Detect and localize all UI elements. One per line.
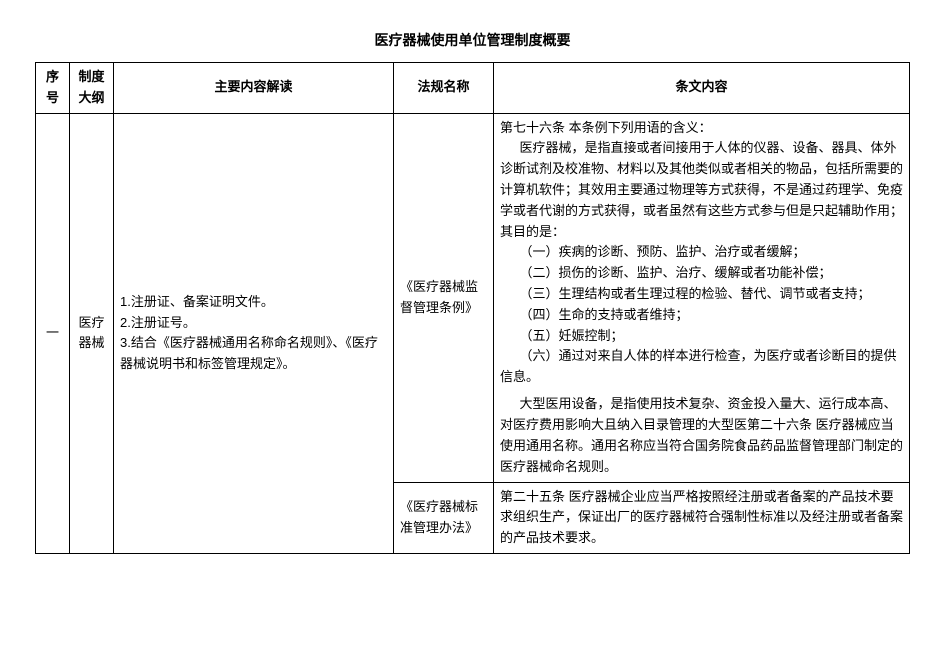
- header-main: 主要内容解读: [114, 63, 394, 114]
- cell-idx: 一: [36, 113, 70, 553]
- header-row: 序号 制度大纲 主要内容解读 法规名称 条文内容: [36, 63, 910, 114]
- header-law: 法规名称: [394, 63, 494, 114]
- clause-a-p3: 大型医用设备，是指使用技术复杂、资金投入量大、运行成本高、对医疗费用影响大且纳入…: [500, 394, 903, 477]
- cell-clause-a: 第七十六条 本条例下列用语的含义： 医疗器械，是指直接或者间接用于人体的仪器、设…: [494, 113, 910, 482]
- clause-a-i3: （三）生理结构或者生理过程的检验、替代、调节或者支持；: [500, 284, 903, 305]
- header-clause: 条文内容: [494, 63, 910, 114]
- main-line-2: 2.注册证号。: [120, 315, 196, 330]
- clause-a-i2: （二）损伤的诊断、监护、治疗、缓解或者功能补偿；: [500, 263, 903, 284]
- cell-main: 1.注册证、备案证明文件。 2.注册证号。 3.结合《医疗器械通用名称命名规则》…: [114, 113, 394, 553]
- cell-law-b: 《医疗器械标准管理办法》: [394, 482, 494, 553]
- page-title: 医疗器械使用单位管理制度概要: [35, 30, 910, 50]
- header-idx: 序号: [36, 63, 70, 114]
- clause-a-i4: （四）生命的支持或者维持；: [500, 305, 903, 326]
- clause-a-i5: （五）妊娠控制；: [500, 326, 903, 347]
- main-line-1: 1.注册证、备案证明文件。: [120, 294, 274, 309]
- clause-a-p1: 第七十六条 本条例下列用语的含义：: [500, 120, 712, 135]
- main-table: 序号 制度大纲 主要内容解读 法规名称 条文内容 一 医疗器械 1.注册证、备案…: [35, 62, 910, 554]
- clause-a-i6: （六）通过对来自人体的样本进行检查，为医疗或者诊断目的提供信息。: [500, 346, 903, 388]
- clause-a-p2: 医疗器械，是指直接或者间接用于人体的仪器、设备、器具、体外诊断试剂及校准物、材料…: [500, 138, 903, 242]
- cell-cat: 医疗器械: [70, 113, 114, 553]
- cell-law-a: 《医疗器械监督管理条例》: [394, 113, 494, 482]
- header-cat: 制度大纲: [70, 63, 114, 114]
- table-row: 一 医疗器械 1.注册证、备案证明文件。 2.注册证号。 3.结合《医疗器械通用…: [36, 113, 910, 482]
- clause-a-i1: （一）疾病的诊断、预防、监护、治疗或者缓解；: [500, 242, 903, 263]
- main-line-3: 3.结合《医疗器械通用名称命名规则》、《医疗器械说明书和标签管理规定》。: [120, 335, 378, 371]
- cell-clause-b: 第二十五条 医疗器械企业应当严格按照经注册或者备案的产品技术要求组织生产，保证出…: [494, 482, 910, 553]
